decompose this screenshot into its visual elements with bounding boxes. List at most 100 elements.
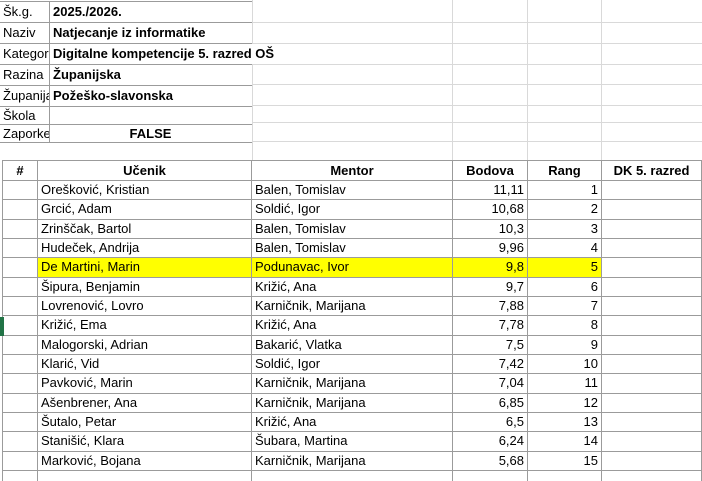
- row-number-cell[interactable]: [2, 218, 38, 240]
- dk-cell[interactable]: [601, 373, 702, 394]
- row-number-cell[interactable]: [2, 334, 38, 356]
- rank-cell[interactable]: 3: [527, 218, 602, 240]
- mentor-cell[interactable]: Križić, Ana: [251, 315, 453, 336]
- dk-cell[interactable]: [601, 296, 702, 317]
- mentor-cell[interactable]: Balen, Tomislav: [251, 238, 453, 259]
- rank-cell[interactable]: 14: [527, 431, 602, 452]
- mentor-cell[interactable]: Balen, Tomislav: [251, 179, 453, 201]
- category-label[interactable]: Kategorija: [0, 44, 50, 64]
- student-cell[interactable]: Grcić, Adam: [37, 199, 252, 220]
- mentor-cell[interactable]: Balen, Tomislav: [251, 218, 453, 240]
- passwords-value[interactable]: FALSE: [50, 125, 252, 142]
- mentor-cell[interactable]: Karničnik, Marijana: [251, 392, 453, 414]
- empty-cell[interactable]: [601, 470, 702, 481]
- student-cell[interactable]: Malogorski, Adrian: [37, 334, 252, 356]
- header-dk[interactable]: DK 5. razred: [601, 160, 702, 181]
- school-year-value[interactable]: 2025./2026.: [50, 2, 252, 22]
- competition-name-value[interactable]: Natjecanje iz informatike: [50, 23, 252, 43]
- mentor-cell[interactable]: Karničnik, Marijana: [251, 450, 453, 472]
- rank-cell[interactable]: 11: [527, 373, 602, 394]
- student-cell[interactable]: Pavković, Marin: [37, 373, 252, 394]
- header-student[interactable]: Učenik: [37, 160, 252, 181]
- points-cell[interactable]: 6,5: [452, 412, 528, 433]
- school-label[interactable]: Škola: [0, 107, 50, 124]
- level-value[interactable]: Županijska: [50, 65, 252, 85]
- points-cell[interactable]: 10,3: [452, 218, 528, 240]
- points-cell[interactable]: 7,88: [452, 296, 528, 317]
- points-cell[interactable]: 7,42: [452, 354, 528, 375]
- mentor-cell[interactable]: Bakarić, Vlatka: [251, 334, 453, 356]
- dk-cell[interactable]: [601, 218, 702, 240]
- mentor-cell[interactable]: Podunavac, Ivor: [251, 257, 453, 278]
- row-number-cell[interactable]: [2, 450, 38, 472]
- row-number-cell[interactable]: [2, 238, 38, 259]
- passwords-label[interactable]: Zaporke: [0, 125, 50, 142]
- row-number-cell[interactable]: [2, 257, 38, 278]
- points-cell[interactable]: 7,78: [452, 315, 528, 336]
- county-value[interactable]: Požeško-slavonska: [50, 86, 252, 106]
- student-cell[interactable]: Križić, Ema: [37, 315, 252, 336]
- student-cell[interactable]: Stanišić, Klara: [37, 431, 252, 452]
- student-cell[interactable]: Ašenbrener, Ana: [37, 392, 252, 414]
- empty-cell[interactable]: [452, 470, 528, 481]
- dk-cell[interactable]: [601, 354, 702, 375]
- row-number-cell[interactable]: [2, 392, 38, 414]
- dk-cell[interactable]: [601, 334, 702, 356]
- dk-cell[interactable]: [601, 450, 702, 472]
- student-cell[interactable]: De Martini, Marin: [37, 257, 252, 278]
- points-cell[interactable]: 9,8: [452, 257, 528, 278]
- student-cell[interactable]: Klarić, Vid: [37, 354, 252, 375]
- row-number-cell[interactable]: [2, 431, 38, 452]
- rank-cell[interactable]: 13: [527, 412, 602, 433]
- mentor-cell[interactable]: Soldić, Igor: [251, 199, 453, 220]
- rank-cell[interactable]: 9: [527, 334, 602, 356]
- mentor-cell[interactable]: Soldić, Igor: [251, 354, 453, 375]
- dk-cell[interactable]: [601, 199, 702, 220]
- dk-cell[interactable]: [601, 392, 702, 414]
- student-cell[interactable]: Šipura, Benjamin: [37, 276, 252, 298]
- points-cell[interactable]: 5,68: [452, 450, 528, 472]
- points-cell[interactable]: 10,68: [452, 199, 528, 220]
- student-cell[interactable]: Lovrenović, Lovro: [37, 296, 252, 317]
- student-cell[interactable]: Šutalo, Petar: [37, 412, 252, 433]
- dk-cell[interactable]: [601, 431, 702, 452]
- row-number-cell[interactable]: [2, 354, 38, 375]
- rank-cell[interactable]: 8: [527, 315, 602, 336]
- rank-cell[interactable]: 7: [527, 296, 602, 317]
- dk-cell[interactable]: [601, 412, 702, 433]
- dk-cell[interactable]: [601, 257, 702, 278]
- level-label[interactable]: Razina: [0, 65, 50, 85]
- competition-name-label[interactable]: Naziv: [0, 23, 50, 43]
- dk-cell[interactable]: [601, 179, 702, 201]
- rank-cell[interactable]: 15: [527, 450, 602, 472]
- points-cell[interactable]: 7,5: [452, 334, 528, 356]
- rank-cell[interactable]: 10: [527, 354, 602, 375]
- points-cell[interactable]: 6,24: [452, 431, 528, 452]
- mentor-cell[interactable]: Karničnik, Marijana: [251, 373, 453, 394]
- rank-cell[interactable]: 12: [527, 392, 602, 414]
- student-cell[interactable]: Orešković, Kristian: [37, 179, 252, 201]
- student-cell[interactable]: Marković, Bojana: [37, 450, 252, 472]
- header-mentor[interactable]: Mentor: [251, 160, 453, 181]
- header-rank[interactable]: Rang: [527, 160, 602, 181]
- county-label[interactable]: Županija: [0, 86, 50, 106]
- row-number-cell[interactable]: [2, 179, 38, 201]
- category-value[interactable]: Digitalne kompetencije 5. razred OŠ: [50, 44, 279, 64]
- row-number-cell[interactable]: [2, 373, 38, 394]
- row-number-cell[interactable]: [2, 412, 38, 433]
- header-number[interactable]: #: [2, 160, 38, 181]
- student-cell[interactable]: Zrinščak, Bartol: [37, 218, 252, 240]
- school-value[interactable]: [50, 107, 252, 124]
- dk-cell[interactable]: [601, 315, 702, 336]
- points-cell[interactable]: 9,7: [452, 276, 528, 298]
- points-cell[interactable]: 9,96: [452, 238, 528, 259]
- student-cell[interactable]: Hudeček, Andrija: [37, 238, 252, 259]
- row-number-cell[interactable]: [2, 199, 38, 220]
- mentor-cell[interactable]: Karničnik, Marijana: [251, 296, 453, 317]
- points-cell[interactable]: 7,04: [452, 373, 528, 394]
- row-number-cell[interactable]: [2, 276, 38, 298]
- rank-cell[interactable]: 6: [527, 276, 602, 298]
- rank-cell[interactable]: 2: [527, 199, 602, 220]
- rank-cell[interactable]: 4: [527, 238, 602, 259]
- points-cell[interactable]: 11,11: [452, 179, 528, 201]
